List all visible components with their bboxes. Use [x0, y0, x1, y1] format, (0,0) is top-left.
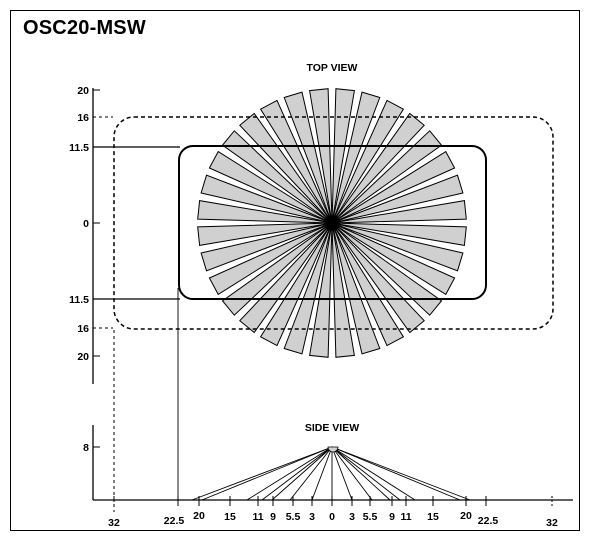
coverage-petal: [331, 222, 355, 358]
tick-label-16-top: 16: [77, 112, 89, 124]
coverage-petal: [331, 150, 456, 224]
side-view-label: SIDE VIEW: [305, 422, 359, 434]
detection-ray: [289, 446, 333, 501]
floor-ticks: [113, 496, 553, 506]
tick-label-20-bottom: 20: [77, 351, 89, 363]
coverage-petal: [331, 112, 425, 224]
detection-ray: [246, 446, 333, 501]
coverage-petals: [197, 88, 467, 358]
coverage-petal: [239, 112, 333, 224]
coverage-petal: [331, 88, 355, 224]
sensor-icon: [327, 446, 339, 453]
tick-label-20-top: 20: [77, 85, 89, 97]
detection-ray: [201, 446, 333, 501]
floor-label: 32: [108, 517, 120, 529]
floor-label: 0: [329, 511, 335, 523]
tick-label-0: 0: [83, 218, 89, 230]
tick-label-8: 8: [83, 442, 89, 454]
coverage-petal: [221, 130, 333, 224]
floor-label: 11: [252, 511, 263, 523]
floor-label: 5.5: [363, 511, 378, 523]
detection-ray: [331, 446, 391, 501]
coverage-petal: [283, 91, 333, 224]
coverage-petal: [200, 174, 333, 224]
floor-labels: 32 22.5 20 15 11 9 5.5 3 0 3 5.5 9 11 15 20 22.5 32: [108, 510, 558, 529]
floor-label: 5.5: [286, 511, 301, 523]
floor-label: 9: [389, 511, 395, 523]
floor-label: 9: [270, 511, 276, 523]
coverage-petal: [200, 222, 333, 272]
coverage-petal: [197, 200, 333, 224]
coverage-petal: [208, 222, 333, 296]
coverage-petal: [331, 130, 443, 224]
coverage-petal: [208, 150, 333, 224]
top-view-label: TOP VIEW: [307, 62, 358, 74]
floor-label: 11: [400, 511, 411, 523]
detection-ray: [191, 446, 333, 501]
detection-ray: [261, 446, 333, 501]
detection-ray: [331, 446, 471, 501]
tick-label-11-5-top: 11.5: [69, 142, 89, 154]
floor-label: 22.5: [478, 515, 499, 527]
floor-label: 3: [349, 511, 355, 523]
coverage-petal: [259, 99, 333, 224]
floor-label: 3: [309, 511, 315, 523]
floor-label: 20: [193, 510, 205, 522]
detection-ray: [271, 446, 333, 501]
coverage-petal: [309, 222, 333, 358]
floor-label: 20: [460, 510, 472, 522]
top-view-ticks: 20 16 11.5 0 11.5 16 20: [69, 85, 180, 363]
coverage-petal: [331, 91, 381, 224]
floor-label: 32: [546, 517, 558, 529]
side-view-rays: [191, 446, 471, 501]
detection-ray: [331, 446, 353, 501]
coverage-petal: [331, 222, 405, 347]
coverage-petal: [331, 222, 464, 272]
coverage-petal: [331, 222, 456, 296]
coverage-petal: [259, 222, 333, 347]
tick-label-11-5-bottom: 11.5: [69, 294, 89, 306]
coverage-petal: [331, 222, 381, 355]
detection-ray: [331, 446, 461, 501]
coverage-petal: [331, 200, 467, 224]
coverage-petal: [331, 222, 443, 316]
floor-label: 15: [427, 511, 439, 523]
detection-ray: [331, 446, 416, 501]
floor-label: 22.5: [164, 515, 185, 527]
coverage-petal: [283, 222, 333, 355]
coverage-petal: [221, 222, 333, 316]
detection-ray: [311, 446, 333, 501]
diagram-title: OSC20-MSW: [23, 17, 146, 39]
coverage-petal: [239, 222, 333, 334]
dashed-coverage-boundary: [113, 116, 554, 330]
coverage-petal: [331, 222, 425, 334]
coverage-petal: [331, 222, 467, 246]
solid-coverage-boundary: [178, 145, 487, 300]
coverage-petal: [331, 174, 464, 224]
detection-ray: [331, 446, 373, 501]
detection-ray: [331, 446, 401, 501]
tick-label-16-bottom: 16: [77, 323, 89, 335]
coverage-petal: [331, 99, 405, 224]
coverage-petal: [309, 88, 333, 224]
coverage-petal: [197, 222, 333, 246]
floor-label: 15: [224, 511, 236, 523]
